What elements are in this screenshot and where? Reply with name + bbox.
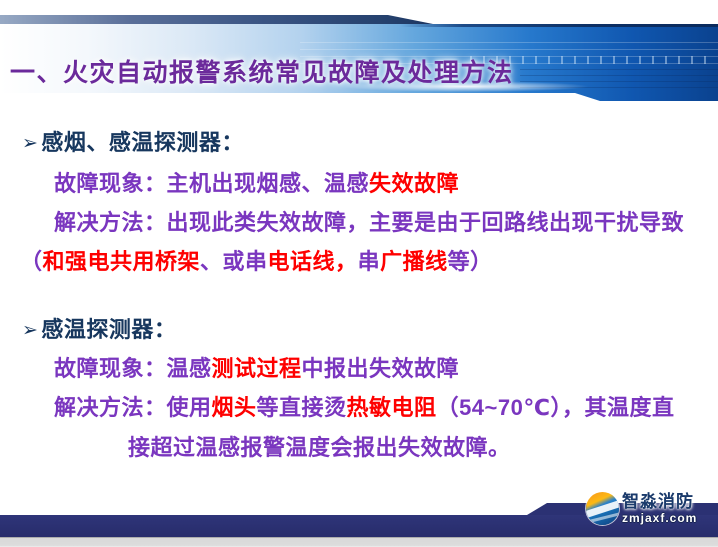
- header-band-tick-pattern: [470, 56, 712, 64]
- text-segment: 失效故障: [369, 171, 460, 196]
- text-segment: 测试过程: [211, 356, 302, 381]
- logo-text-block: 智淼消防 zmjaxf.com: [622, 492, 697, 525]
- header-band-top-edge: [400, 24, 718, 27]
- fault-symptom-line-1: 故障现象：主机出现烟感、温感失效故障: [54, 171, 459, 197]
- slide-title: 一、火灾自动报警系统常见故障及处理方法: [10, 59, 514, 87]
- text-segment: 故障现象：温感: [54, 356, 212, 381]
- footer-ledge-shape: [527, 503, 718, 515]
- text-segment: （: [20, 249, 43, 274]
- header-navy-bar: [0, 15, 433, 24]
- text-segment: 等）: [447, 249, 493, 274]
- logo-swoosh-icon: [586, 492, 619, 525]
- text-segment: 接超过温感报警温度会报出失效故障。: [128, 435, 511, 460]
- text-segment: 烟头: [211, 395, 257, 420]
- logo-website: zmjaxf.com: [622, 511, 698, 525]
- text-segment: 故障现象：主机出现烟感、温感: [54, 171, 370, 196]
- text-segment: 解决方法：出现此类失效故障，主要是由于回路线出现干扰导致: [54, 210, 685, 235]
- section1-heading: ➢ 感烟、感温探测器：: [22, 130, 244, 157]
- arrow-bullet-icon: ➢: [22, 133, 39, 154]
- text-segment: 中报出失效故障: [301, 356, 460, 381]
- text-segment: 热敏电阻: [346, 395, 437, 420]
- text-segment: （54~70℃），其温度直: [436, 395, 675, 420]
- header-band-streak-pattern: [300, 36, 718, 64]
- text-segment: 解决方法：使用: [54, 395, 212, 420]
- logo-company-name: 智淼消防: [622, 492, 694, 511]
- text-segment: 和强电共用桥架: [42, 249, 201, 274]
- arrow-bullet-icon: ➢: [22, 320, 39, 341]
- text-segment: 串: [357, 249, 381, 274]
- section2-heading: ➢ 感温探测器：: [22, 317, 176, 344]
- header-band-glow: [340, 81, 590, 92]
- solution-line-1: 解决方法：出现此类失效故障，主要是由于回路线出现干扰导致: [54, 210, 684, 236]
- solution-line-2b: 接超过温感报警温度会报出失效故障。: [128, 435, 511, 461]
- text-segment: 广播线: [380, 249, 448, 274]
- section2-heading-text: 感温探测器：: [41, 317, 177, 342]
- footer-navy-bar: [0, 515, 718, 537]
- section1-heading-text: 感烟、感温探测器：: [41, 130, 244, 155]
- solution-note-line: （和强电共用桥架、或串电话线，串广播线等）: [20, 249, 493, 275]
- footer-gray-strip: [0, 537, 718, 547]
- company-logo: 智淼消防 zmjaxf.com: [586, 492, 697, 525]
- text-segment: 电话线，: [267, 249, 358, 274]
- fault-symptom-line-2: 故障现象：温感测试过程中报出失效故障: [54, 356, 459, 382]
- text-segment: 等直接烫: [256, 395, 347, 420]
- solution-line-2a: 解决方法：使用烟头等直接烫热敏电阻（54~70℃），其温度直: [54, 395, 675, 421]
- text-segment: 、或串: [200, 249, 268, 274]
